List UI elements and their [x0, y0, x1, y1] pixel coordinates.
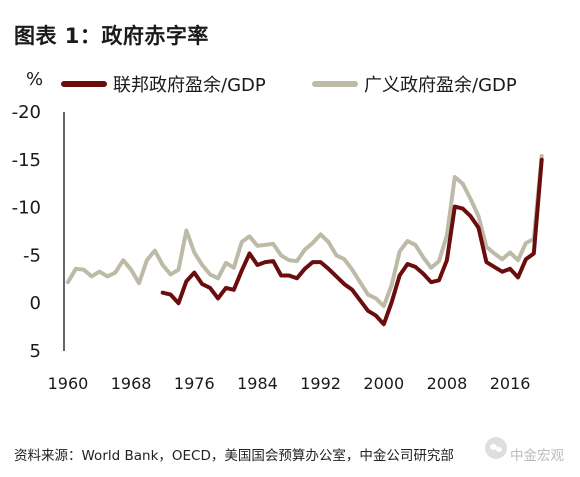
x-tick-labels: 1960 1968 1976 1984 1992 2000 2008 2016 — [48, 374, 531, 393]
x-tick-label: 1960 — [48, 374, 89, 393]
x-tick-label: 1992 — [300, 374, 341, 393]
x-tick-label: 2008 — [427, 374, 468, 393]
legend: 联邦政府盈余/GDP 广义政府盈余/GDP — [61, 75, 517, 96]
x-tick-label: 2000 — [363, 374, 404, 393]
series-line-general — [65, 154, 544, 309]
wechat-logo-icon — [485, 437, 507, 459]
chart-title: 图表 1：政府赤字率 — [14, 24, 209, 48]
watermark-text: 中金宏观 — [510, 448, 564, 464]
legend-label-general: 广义政府盈余/GDP — [364, 75, 517, 96]
y-tick-label: 0 — [30, 293, 41, 314]
y-axis-unit-label: % — [26, 69, 43, 90]
y-tick-label: -15 — [12, 150, 41, 171]
x-tick-label: 1984 — [237, 374, 278, 393]
series-line-federal — [160, 157, 544, 327]
y-tick-label: 5 — [30, 341, 41, 362]
x-tick-label: 1976 — [174, 374, 215, 393]
x-tick-label: 2016 — [490, 374, 531, 393]
legend-label-federal: 联邦政府盈余/GDP — [113, 75, 266, 96]
source-note: 资料来源：World Bank，OECD，美国国会预算办公室，中金公司研究部 — [14, 448, 454, 464]
plot-area — [65, 154, 544, 327]
y-tick-labels: -20 -15 -10 -5 0 5 — [12, 102, 41, 362]
y-tick-label: -10 — [12, 198, 41, 219]
y-tick-label: -5 — [23, 245, 41, 266]
y-tick-label: -20 — [12, 102, 41, 123]
x-tick-label: 1968 — [111, 374, 152, 393]
